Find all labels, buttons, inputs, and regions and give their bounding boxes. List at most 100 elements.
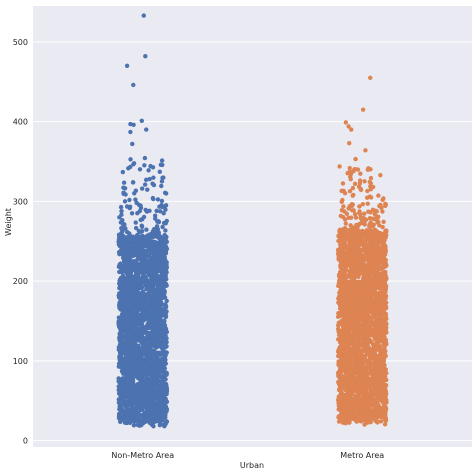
data-point xyxy=(374,256,380,262)
data-point xyxy=(160,349,166,354)
data-point xyxy=(162,355,167,360)
data-point xyxy=(144,356,149,361)
data-point xyxy=(127,314,132,320)
data-point xyxy=(370,397,375,402)
data-point xyxy=(133,370,139,375)
data-point xyxy=(121,384,126,389)
data-point xyxy=(151,357,156,362)
data-point xyxy=(155,338,160,343)
data-point xyxy=(366,262,371,268)
data-point xyxy=(162,388,167,394)
outlier-point xyxy=(144,127,149,132)
data-point xyxy=(139,358,144,364)
data-point xyxy=(140,302,145,307)
data-point xyxy=(146,168,151,173)
data-point xyxy=(150,397,156,402)
data-point xyxy=(157,268,162,274)
data-point xyxy=(164,283,169,288)
data-point xyxy=(147,352,152,358)
data-point xyxy=(365,352,371,357)
data-point xyxy=(146,286,151,292)
data-point xyxy=(130,410,136,415)
data-point xyxy=(126,306,131,311)
data-point xyxy=(144,388,149,393)
data-point xyxy=(158,303,163,309)
data-point xyxy=(362,369,368,374)
data-point xyxy=(159,158,165,163)
data-point xyxy=(160,401,165,406)
data-point xyxy=(343,348,348,353)
data-point xyxy=(379,373,384,378)
data-point xyxy=(116,264,122,270)
data-point xyxy=(125,255,131,261)
data-point xyxy=(151,420,156,425)
data-point xyxy=(145,295,150,301)
data-point xyxy=(134,397,139,402)
data-point xyxy=(163,311,168,316)
data-point xyxy=(129,403,134,408)
data-point xyxy=(132,418,137,424)
data-point xyxy=(128,418,134,424)
data-point xyxy=(143,301,149,306)
data-point xyxy=(117,411,122,417)
data-point xyxy=(133,349,138,354)
data-point xyxy=(161,211,166,216)
data-point xyxy=(356,342,361,348)
data-point xyxy=(143,266,149,272)
data-point xyxy=(163,250,169,256)
data-point xyxy=(150,228,156,234)
data-point xyxy=(147,292,152,297)
data-point xyxy=(130,398,135,403)
data-point xyxy=(138,282,144,287)
data-point xyxy=(161,240,167,245)
data-point xyxy=(145,377,151,383)
data-point xyxy=(129,305,135,310)
data-point xyxy=(135,390,140,396)
data-point xyxy=(141,214,147,220)
data-point xyxy=(157,233,162,239)
data-point xyxy=(141,361,147,366)
data-point xyxy=(120,276,125,281)
data-point xyxy=(139,267,145,272)
data-point xyxy=(125,366,130,371)
data-point xyxy=(132,264,137,269)
data-point xyxy=(132,393,138,399)
data-point xyxy=(156,378,162,384)
data-point xyxy=(126,412,131,418)
data-point xyxy=(135,211,140,216)
data-point xyxy=(119,226,124,231)
data-point xyxy=(123,345,128,350)
data-point xyxy=(119,391,124,396)
data-point xyxy=(345,248,350,253)
data-point xyxy=(151,196,156,202)
data-point xyxy=(117,323,122,328)
data-point xyxy=(131,282,137,288)
data-point xyxy=(366,258,371,263)
data-point xyxy=(161,255,166,261)
data-point xyxy=(163,404,169,410)
data-point xyxy=(151,182,157,188)
data-point xyxy=(139,338,145,343)
data-point xyxy=(164,234,169,240)
data-point xyxy=(148,269,154,275)
data-point xyxy=(157,333,163,338)
data-point xyxy=(123,266,128,271)
data-point xyxy=(131,274,137,280)
data-point xyxy=(139,397,144,402)
data-point xyxy=(155,227,161,232)
data-point xyxy=(353,410,358,416)
data-point xyxy=(163,273,168,278)
data-point xyxy=(153,280,158,286)
data-point xyxy=(141,365,147,370)
data-point xyxy=(117,348,123,353)
data-point xyxy=(140,272,146,277)
data-point xyxy=(150,338,155,344)
data-point xyxy=(164,260,169,265)
data-point xyxy=(160,175,165,181)
data-point xyxy=(377,338,382,344)
data-point xyxy=(137,421,143,426)
data-point xyxy=(151,175,156,180)
data-point xyxy=(139,224,145,230)
data-point xyxy=(143,235,148,240)
data-point xyxy=(153,410,158,415)
